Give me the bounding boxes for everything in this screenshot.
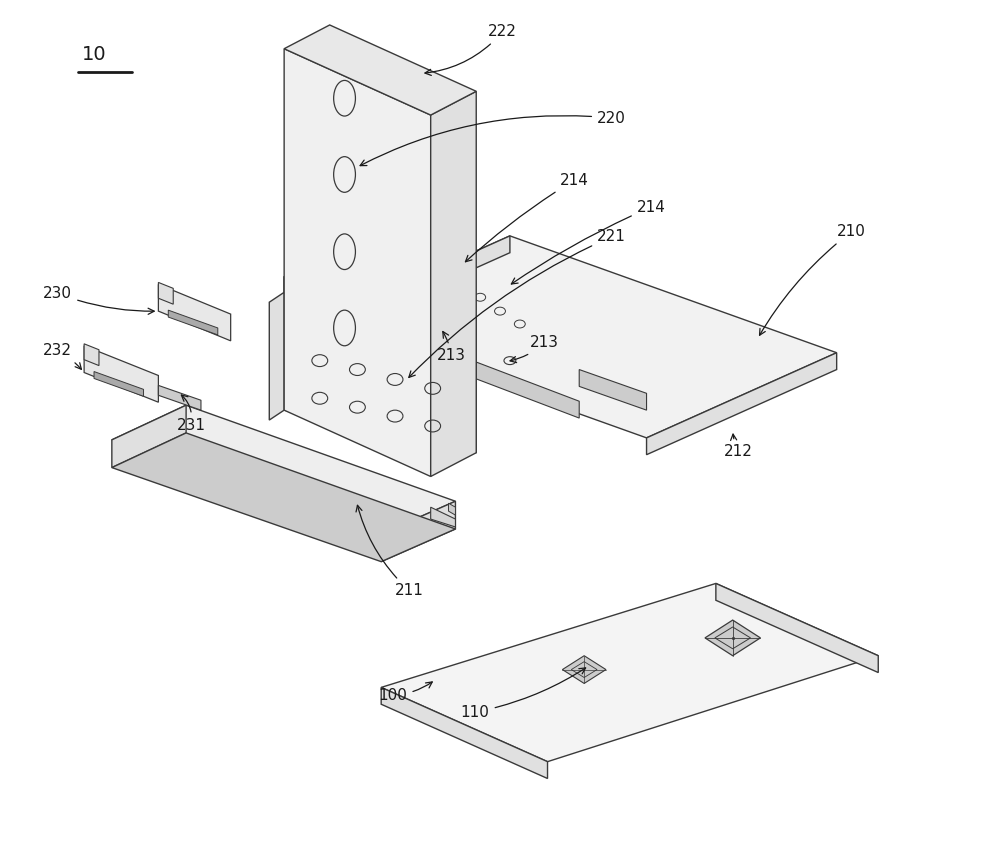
Polygon shape (381, 688, 548, 779)
Polygon shape (112, 405, 186, 468)
Text: 100: 100 (379, 682, 432, 703)
Polygon shape (112, 405, 455, 534)
Polygon shape (647, 353, 837, 455)
Polygon shape (381, 583, 878, 762)
Polygon shape (562, 655, 606, 683)
Polygon shape (431, 91, 476, 477)
Polygon shape (158, 282, 173, 304)
Text: 212: 212 (724, 434, 753, 459)
Text: 220: 220 (360, 110, 626, 166)
Text: 213: 213 (437, 332, 466, 363)
Text: 210: 210 (760, 224, 866, 335)
Polygon shape (84, 343, 99, 366)
Polygon shape (579, 370, 647, 411)
Text: 110: 110 (461, 668, 586, 720)
Polygon shape (716, 583, 878, 672)
Polygon shape (320, 294, 376, 341)
Text: 214: 214 (511, 200, 666, 284)
Text: 221: 221 (409, 230, 626, 377)
Polygon shape (284, 48, 431, 477)
Polygon shape (284, 25, 476, 115)
Polygon shape (284, 276, 476, 335)
Text: 213: 213 (510, 335, 559, 363)
Text: 211: 211 (356, 505, 423, 598)
Polygon shape (320, 235, 510, 337)
Polygon shape (284, 276, 476, 453)
Polygon shape (449, 503, 455, 515)
Text: 231: 231 (177, 395, 206, 433)
Polygon shape (168, 310, 218, 335)
Polygon shape (705, 620, 760, 655)
Text: 232: 232 (43, 343, 81, 370)
Polygon shape (320, 235, 837, 438)
Polygon shape (381, 502, 455, 562)
Polygon shape (84, 346, 158, 402)
Text: 10: 10 (82, 44, 107, 64)
Polygon shape (158, 285, 231, 341)
Polygon shape (158, 385, 201, 411)
Polygon shape (94, 371, 144, 396)
Polygon shape (112, 433, 455, 562)
Polygon shape (376, 324, 579, 418)
Text: 214: 214 (465, 173, 588, 262)
Text: 230: 230 (43, 286, 154, 314)
Text: 222: 222 (425, 25, 517, 76)
Polygon shape (431, 507, 455, 527)
Polygon shape (269, 292, 284, 420)
